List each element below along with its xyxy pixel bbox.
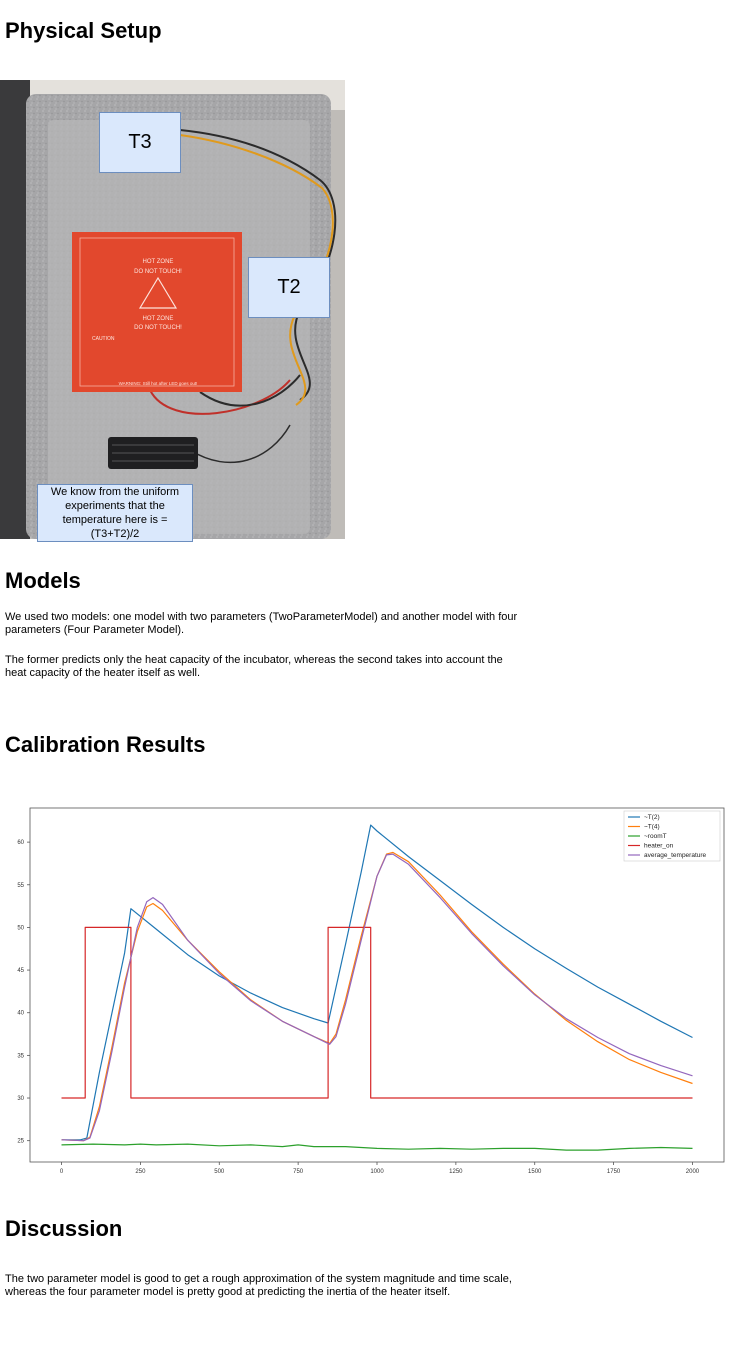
series-line-average-temperature [61,853,693,1142]
x-tick-label: 0 [60,1169,64,1175]
series-line-heater-on [61,926,693,1099]
section-heading-physical-setup: Physical Setup [5,18,162,43]
models-paragraph-1: We used two models: one model with two p… [5,611,518,636]
calibration-chart: 0 250 500 750 1000 1250 1500 1750 2000 25 30 35 40 45… [17,807,725,1175]
y-tick-label: 25 [17,1139,24,1145]
section-heading-discussion: Discussion [5,1216,123,1241]
y-tick-label: 50 [17,925,24,931]
x-tick-label: 500 [214,1169,225,1175]
models-paragraph-2: The former predicts only the heat capaci… [5,654,503,679]
y-tick-label: 35 [17,1053,24,1059]
sensor-label-t2: T2 [248,257,330,318]
y-tick-label: 30 [17,1096,24,1102]
legend-label: ~T(2) [644,814,660,821]
svg-text:WARNING: Still hot after LED g: WARNING: Still hot after LED goes out! [119,381,198,386]
x-tick-label: 1250 [449,1169,463,1175]
legend-label: ~roomT [644,833,667,840]
series-line-roomt [61,1143,693,1151]
x-tick-label: 250 [135,1169,146,1175]
svg-text:CAUTION: CAUTION [92,336,115,342]
svg-text:DO NOT TOUCH!: DO NOT TOUCH! [134,325,182,331]
average-temperature-note: We know from the uniform experiments tha… [37,484,193,542]
plot-frame [29,807,725,1163]
chart-legend: ~T(2) ~T(4) ~roomT heater_on average_tempera… [623,810,721,862]
y-tick-label: 45 [17,968,24,974]
x-tick-label: 750 [293,1169,304,1175]
legend-label: heater_on [644,843,674,850]
legend-label: ~T(4) [644,824,660,831]
sensor-label-t3: T3 [99,112,181,173]
legend-label: average_temperature [644,852,707,859]
x-tick-label: 1500 [528,1169,542,1175]
y-tick-label: 60 [17,840,24,846]
discussion-paragraph: The two parameter model is good to get a… [5,1273,512,1298]
y-tick-label: 55 [17,883,24,889]
svg-text:HOT ZONE: HOT ZONE [143,259,174,265]
heater-bed: HOT ZONE DO NOT TOUCH! HOT ZONE DO NOT T… [72,232,242,392]
y-tick-label: 40 [17,1011,24,1017]
svg-text:DO NOT TOUCH!: DO NOT TOUCH! [134,269,182,275]
series-line-t-2 [61,824,693,1141]
svg-text:HOT ZONE: HOT ZONE [143,316,174,322]
x-tick-label: 1750 [607,1169,621,1175]
section-heading-calibration: Calibration Results [5,732,206,757]
x-tick-label: 2000 [686,1169,700,1175]
section-heading-models: Models [5,568,81,593]
x-tick-label: 1000 [370,1169,384,1175]
